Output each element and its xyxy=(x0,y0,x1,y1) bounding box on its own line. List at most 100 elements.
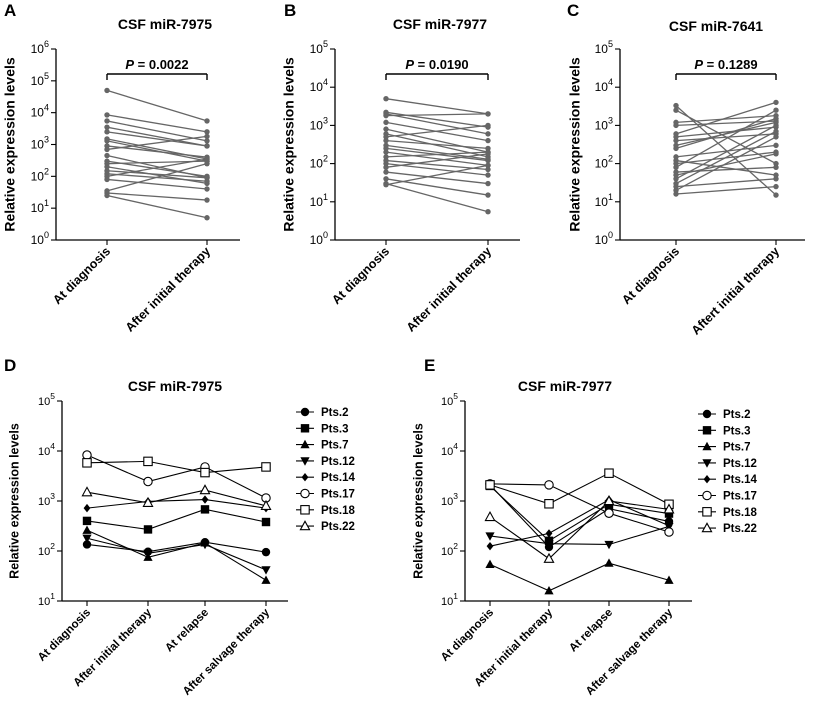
data-point xyxy=(383,134,389,140)
y-tick-label: 104 xyxy=(441,441,458,458)
y-tick-label: 101 xyxy=(31,198,49,215)
legend-item: Pts.17 xyxy=(698,491,757,503)
p-value: P = 0.1289 xyxy=(694,57,757,72)
p-symbol: P xyxy=(694,57,703,72)
legend-item: Pts.3 xyxy=(296,423,349,435)
chart-title: CSF miR-7641 xyxy=(669,18,763,34)
data-point xyxy=(485,122,491,129)
data-point xyxy=(673,191,679,197)
series-line xyxy=(86,537,267,571)
pair-line xyxy=(675,126,777,138)
data-point xyxy=(104,152,110,159)
data-points xyxy=(673,99,779,198)
series-line xyxy=(86,498,267,509)
data-point xyxy=(104,160,110,167)
series-line xyxy=(86,541,267,553)
legend-marker xyxy=(702,441,712,451)
chart-title: CSF miR-7977 xyxy=(393,16,487,32)
data-point xyxy=(604,558,614,567)
significance-bracket: P = 0.1289 xyxy=(675,57,777,80)
series-line xyxy=(489,472,670,505)
legend-label: Pts.12 xyxy=(321,456,355,468)
data-point xyxy=(82,525,92,534)
legend-item: Pts.3 xyxy=(698,425,751,437)
y-tick-label: 103 xyxy=(31,135,49,152)
series-pts-22 xyxy=(81,484,272,510)
data-point xyxy=(143,476,153,487)
series-pts-14 xyxy=(486,495,673,551)
series-line xyxy=(86,460,267,474)
p-symbol: P xyxy=(405,57,414,72)
pair-line xyxy=(675,115,777,124)
data-point xyxy=(83,503,91,513)
data-point xyxy=(142,496,154,507)
pair-line xyxy=(385,171,489,185)
panel-letter: B xyxy=(284,1,296,20)
pair-line xyxy=(106,160,208,165)
data-point xyxy=(261,566,271,575)
data-point xyxy=(104,146,110,153)
p-value-text: = 0.1289 xyxy=(703,57,758,72)
x-category-label: At diagnosis xyxy=(619,244,682,307)
paired-lines xyxy=(106,89,208,219)
data-point xyxy=(544,585,554,595)
data-point xyxy=(485,162,491,169)
legend-item: Pts.7 xyxy=(698,442,751,454)
data-point xyxy=(261,547,271,557)
data-point xyxy=(773,151,779,157)
y-tick-label: 102 xyxy=(38,541,55,558)
data-point xyxy=(773,134,779,140)
data-point xyxy=(204,118,210,124)
data-point xyxy=(82,534,92,544)
legend-label: Pts.12 xyxy=(723,458,757,470)
y-tick-label: 104 xyxy=(38,441,55,458)
data-point xyxy=(603,495,615,506)
panel-e: E CSF miR-7977 101 102 103 104 105 Relative exp… xyxy=(411,356,757,698)
data-point xyxy=(204,158,210,164)
legend-marker xyxy=(300,505,310,515)
legend-label: Pts.2 xyxy=(321,407,349,419)
legend-label: Pts.18 xyxy=(723,507,757,519)
data-point xyxy=(261,462,271,472)
data-point xyxy=(673,183,679,190)
legend-marker xyxy=(300,488,310,499)
pair-line xyxy=(385,113,489,117)
y-tick-label: 105 xyxy=(310,39,328,56)
legend-item: Pts.18 xyxy=(296,505,355,517)
data-point xyxy=(773,192,779,198)
data-point xyxy=(485,111,491,117)
legend-item: Pts.18 xyxy=(698,507,757,519)
legend-marker xyxy=(702,426,712,435)
pair-line xyxy=(106,89,208,122)
pair-line xyxy=(385,139,489,150)
x-category-label: After initial therapy xyxy=(123,244,213,334)
data-point xyxy=(673,172,679,178)
panel-d: D CSF miR-7975 101 102 103 104 105 Relative exp… xyxy=(4,356,355,698)
data-point xyxy=(485,145,491,152)
y-tick-label: 102 xyxy=(310,154,328,171)
data-point xyxy=(544,499,554,509)
y-tick-label: 101 xyxy=(310,192,328,209)
legend-label: Pts.2 xyxy=(723,409,751,421)
pair-line xyxy=(106,178,208,190)
data-point xyxy=(773,118,779,124)
series-line xyxy=(489,562,670,592)
series-line xyxy=(86,489,267,507)
legend-marker xyxy=(299,520,311,531)
pair-line xyxy=(106,135,208,151)
data-point xyxy=(773,107,779,113)
data-point xyxy=(673,107,679,113)
data-point xyxy=(673,134,679,140)
y-axis-label: Relative expression levels xyxy=(2,57,18,232)
y-tick-label: 105 xyxy=(31,71,49,88)
data-point xyxy=(143,525,153,534)
legend-marker xyxy=(301,473,309,482)
legend-label: Pts.3 xyxy=(321,423,349,435)
data-point xyxy=(773,164,779,171)
p-value: P = 0.0190 xyxy=(405,57,468,72)
data-points xyxy=(383,95,491,215)
data-point xyxy=(82,540,92,549)
data-point xyxy=(773,176,779,182)
series-line xyxy=(86,529,267,581)
